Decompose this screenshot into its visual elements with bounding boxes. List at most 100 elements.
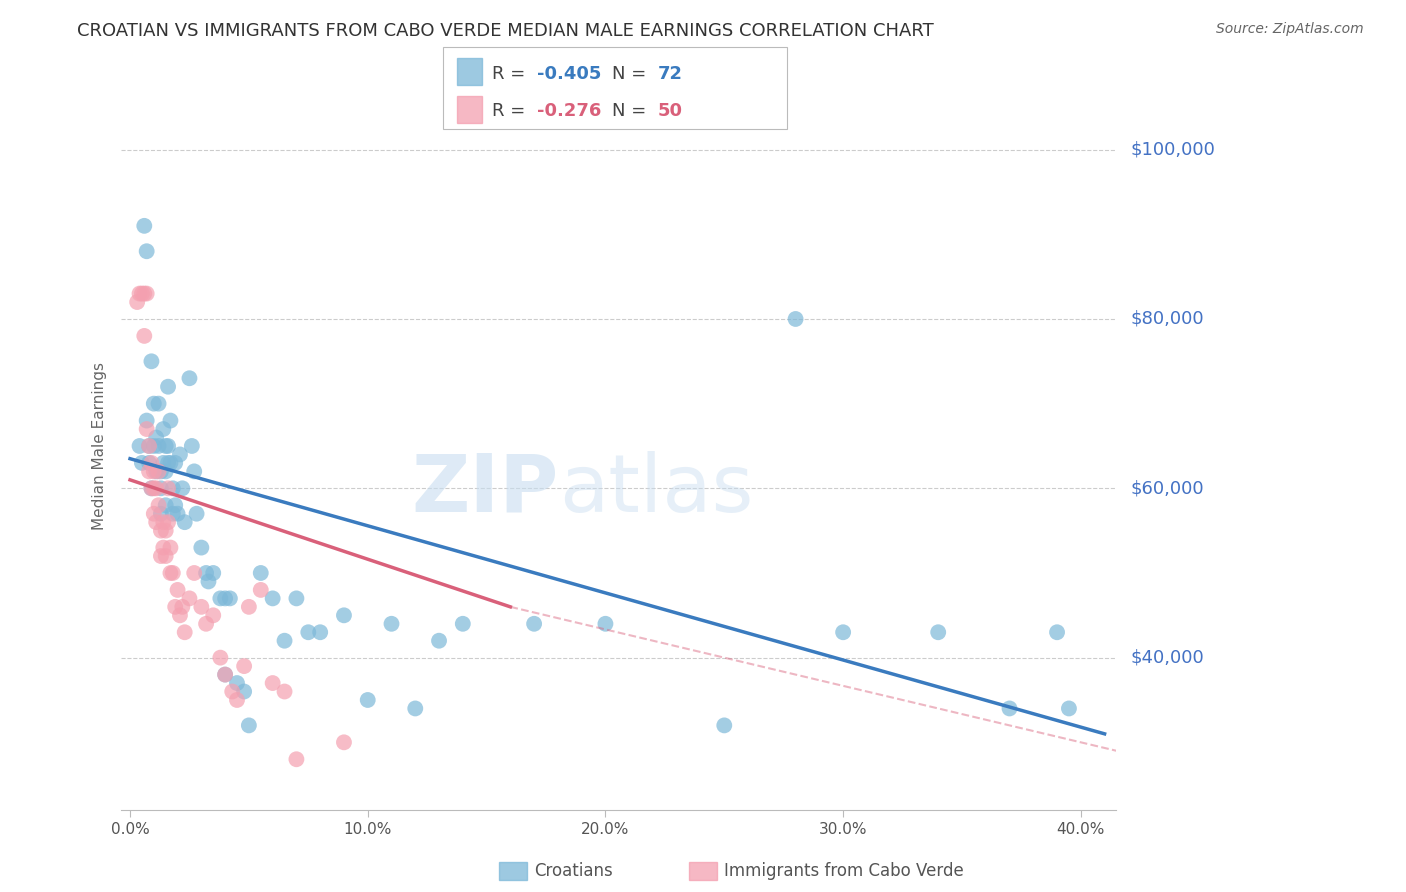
Point <box>138 439 160 453</box>
Point <box>165 456 187 470</box>
Point <box>218 591 240 606</box>
Point <box>262 591 284 606</box>
Point <box>179 371 201 385</box>
Text: -0.405: -0.405 <box>537 64 602 83</box>
Point <box>523 616 546 631</box>
Point <box>152 515 174 529</box>
Point <box>149 524 172 538</box>
Point <box>155 498 177 512</box>
Point <box>138 464 160 478</box>
Point <box>142 507 165 521</box>
Point <box>162 566 184 580</box>
Text: $80,000: $80,000 <box>1130 310 1204 328</box>
Point <box>159 413 181 427</box>
Point <box>169 608 191 623</box>
Point <box>142 397 165 411</box>
Y-axis label: Median Male Earnings: Median Male Earnings <box>93 362 107 530</box>
Point <box>145 430 167 444</box>
Point <box>197 574 219 589</box>
Point <box>195 566 218 580</box>
Point <box>127 295 149 310</box>
Point <box>1057 701 1080 715</box>
Point <box>159 541 181 555</box>
Point <box>832 625 855 640</box>
Point <box>152 422 174 436</box>
Point <box>297 625 319 640</box>
Point <box>142 439 165 453</box>
Point <box>202 608 225 623</box>
Point <box>145 515 167 529</box>
Text: Source: ZipAtlas.com: Source: ZipAtlas.com <box>1216 22 1364 37</box>
Point <box>162 481 184 495</box>
Point <box>145 464 167 478</box>
Point <box>226 693 249 707</box>
Point <box>202 566 225 580</box>
Point <box>135 286 157 301</box>
Point <box>262 676 284 690</box>
Point <box>165 599 187 614</box>
Point <box>148 397 170 411</box>
Point <box>141 481 163 495</box>
Text: $40,000: $40,000 <box>1130 648 1204 666</box>
Point <box>1046 625 1069 640</box>
Text: N =: N = <box>612 103 651 120</box>
Point <box>134 329 156 343</box>
Point <box>209 591 232 606</box>
Point <box>451 616 474 631</box>
Point <box>285 591 308 606</box>
Point <box>186 507 208 521</box>
Text: CROATIAN VS IMMIGRANTS FROM CABO VERDE MEDIAN MALE EARNINGS CORRELATION CHART: CROATIAN VS IMMIGRANTS FROM CABO VERDE M… <box>77 22 934 40</box>
Point <box>148 464 170 478</box>
Point <box>179 591 201 606</box>
Point <box>380 616 402 631</box>
Point <box>249 566 271 580</box>
Point <box>333 735 356 749</box>
Point <box>149 481 172 495</box>
Point <box>159 456 181 470</box>
Point <box>595 616 617 631</box>
Point <box>998 701 1021 715</box>
Point <box>238 599 260 614</box>
Point <box>273 633 295 648</box>
Point <box>173 625 195 640</box>
Point <box>142 481 165 495</box>
Point <box>149 549 172 563</box>
Point <box>148 439 170 453</box>
Point <box>785 312 807 326</box>
Point <box>214 667 236 681</box>
Point <box>427 633 450 648</box>
Text: $100,000: $100,000 <box>1130 141 1215 159</box>
Text: R =: R = <box>492 64 531 83</box>
Point <box>142 464 165 478</box>
Point <box>309 625 332 640</box>
Point <box>173 515 195 529</box>
Point <box>713 718 735 732</box>
Point <box>180 439 202 453</box>
Point <box>285 752 308 766</box>
Point <box>166 582 188 597</box>
Point <box>333 608 356 623</box>
Point <box>159 566 181 580</box>
Point <box>135 413 157 427</box>
Text: atlas: atlas <box>558 450 754 529</box>
Point <box>233 659 256 673</box>
Text: Immigrants from Cabo Verde: Immigrants from Cabo Verde <box>724 862 965 880</box>
Text: R =: R = <box>492 103 531 120</box>
Point <box>141 481 163 495</box>
Point <box>155 524 177 538</box>
Point <box>141 456 163 470</box>
Point <box>138 456 160 470</box>
Text: Croatians: Croatians <box>534 862 613 880</box>
Point <box>128 286 150 301</box>
Point <box>183 464 205 478</box>
Point <box>226 676 249 690</box>
Point <box>249 582 271 597</box>
Point <box>927 625 949 640</box>
Text: $60,000: $60,000 <box>1130 479 1204 498</box>
Point <box>141 354 163 368</box>
Point <box>145 481 167 495</box>
Point <box>135 422 157 436</box>
Point <box>135 244 157 259</box>
Point <box>221 684 243 698</box>
Point <box>155 439 177 453</box>
